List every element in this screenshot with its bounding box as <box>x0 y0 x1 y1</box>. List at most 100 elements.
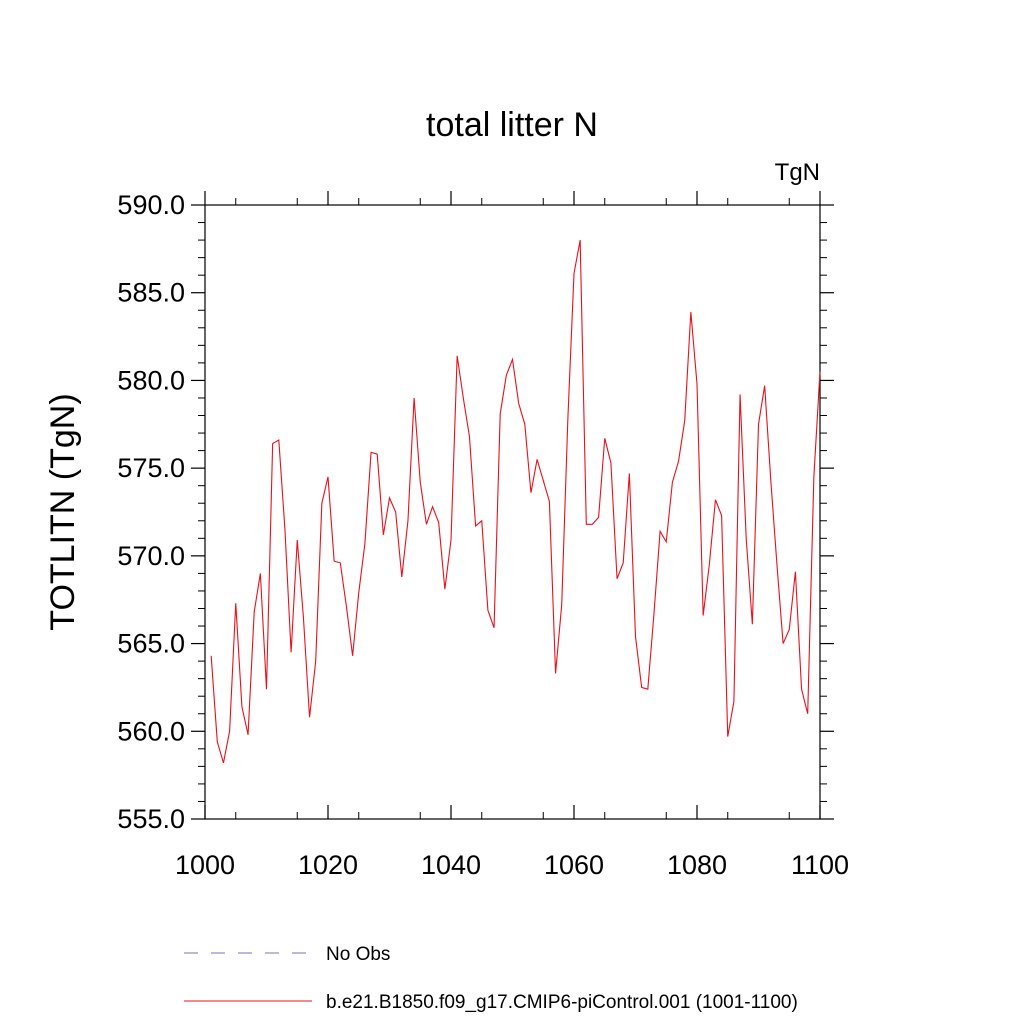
data-point <box>377 454 378 455</box>
data-point <box>783 643 784 644</box>
data-point <box>524 424 525 425</box>
data-point <box>383 534 384 535</box>
y-tick-label: 590.0 <box>117 190 185 220</box>
data-point <box>672 482 673 483</box>
data-point <box>254 611 255 612</box>
x-tick-label: 1000 <box>175 850 235 880</box>
data-point <box>795 571 796 572</box>
data-point <box>432 506 433 507</box>
y-tick-label: 565.0 <box>117 629 185 659</box>
data-point <box>223 762 224 763</box>
data-point <box>266 689 267 690</box>
data-point <box>506 375 507 376</box>
data-point <box>623 562 624 563</box>
data-point <box>537 459 538 460</box>
data-point <box>641 687 642 688</box>
data-point <box>752 624 753 625</box>
data-point <box>629 473 630 474</box>
x-axis: 1000 1020 1040 1060 1080 1100 <box>175 191 849 880</box>
data-point <box>321 503 322 504</box>
x-tick-label: 1080 <box>667 850 727 880</box>
data-point <box>487 610 488 611</box>
x-tick-label: 1040 <box>421 850 481 880</box>
y-axis-label: TOTLITN (TgN) <box>44 393 82 630</box>
data-point <box>543 480 544 481</box>
data-point <box>684 420 685 421</box>
legend-label-no-obs: No Obs <box>326 944 390 965</box>
x-tick-label: 1020 <box>298 850 358 880</box>
y-tick-label: 560.0 <box>117 716 185 746</box>
data-point <box>297 539 298 540</box>
plot-area: 1000 1020 1040 1060 1080 1100 555.0 560.0 565.0… <box>117 190 849 880</box>
data-point <box>789 629 790 630</box>
y-axis: 555.0 560.0 565.0 570.0 575.0 580.0 585.0 590.0 <box>117 190 834 834</box>
data-point <box>666 541 667 542</box>
data-point <box>463 397 464 398</box>
data-point <box>327 476 328 477</box>
data-point <box>549 501 550 502</box>
legend-label-picontrol: b.e21.B1850.f09_g17.CMIP6-piControl.001 … <box>326 992 798 1013</box>
data-point <box>469 436 470 437</box>
data-point <box>696 383 697 384</box>
data-point <box>303 617 304 618</box>
data-point <box>291 652 292 653</box>
data-point <box>739 394 740 395</box>
data-point <box>573 273 574 274</box>
data-point <box>635 636 636 637</box>
data-point <box>211 655 212 656</box>
data-point <box>401 576 402 577</box>
data-point <box>660 531 661 532</box>
data-point <box>346 606 347 607</box>
data-point <box>370 452 371 453</box>
data-point <box>733 701 734 702</box>
data-point <box>247 734 248 735</box>
data-point <box>555 673 556 674</box>
data-point <box>770 480 771 481</box>
plot-frame <box>204 204 821 820</box>
data-point <box>592 524 593 525</box>
data-point <box>690 311 691 312</box>
data-point <box>315 661 316 662</box>
data-point <box>678 461 679 462</box>
data-point <box>364 543 365 544</box>
data-point <box>530 492 531 493</box>
data-point <box>395 511 396 512</box>
data-point <box>721 515 722 516</box>
data-point <box>475 525 476 526</box>
data-point <box>352 655 353 656</box>
data-point <box>414 397 415 398</box>
data-point <box>776 564 777 565</box>
data-point <box>358 592 359 593</box>
data-point <box>407 520 408 521</box>
data-point <box>340 562 341 563</box>
data-point <box>500 413 501 414</box>
data-point <box>444 589 445 590</box>
data-point <box>217 741 218 742</box>
x-tick-label: 1060 <box>544 850 604 880</box>
data-point <box>438 522 439 523</box>
data-point <box>512 359 513 360</box>
x-tick-label: 1100 <box>791 850 849 880</box>
data-point <box>309 717 310 718</box>
data-point <box>598 517 599 518</box>
series-line <box>210 239 821 764</box>
data-point <box>610 462 611 463</box>
data-point <box>241 706 242 707</box>
data-point <box>764 385 765 386</box>
data-point <box>727 736 728 737</box>
data-point <box>647 689 648 690</box>
y-tick-label: 580.0 <box>117 365 185 395</box>
chart-title: total litter N <box>426 106 598 144</box>
data-point <box>586 524 587 525</box>
data-point <box>389 497 390 498</box>
data-point <box>457 355 458 356</box>
data-point <box>813 476 814 477</box>
data-point <box>561 604 562 605</box>
data-point <box>567 418 568 419</box>
data-point <box>493 627 494 628</box>
data-point <box>604 438 605 439</box>
y-tick-label: 570.0 <box>117 541 185 571</box>
data-point <box>807 713 808 714</box>
data-point <box>334 561 335 562</box>
